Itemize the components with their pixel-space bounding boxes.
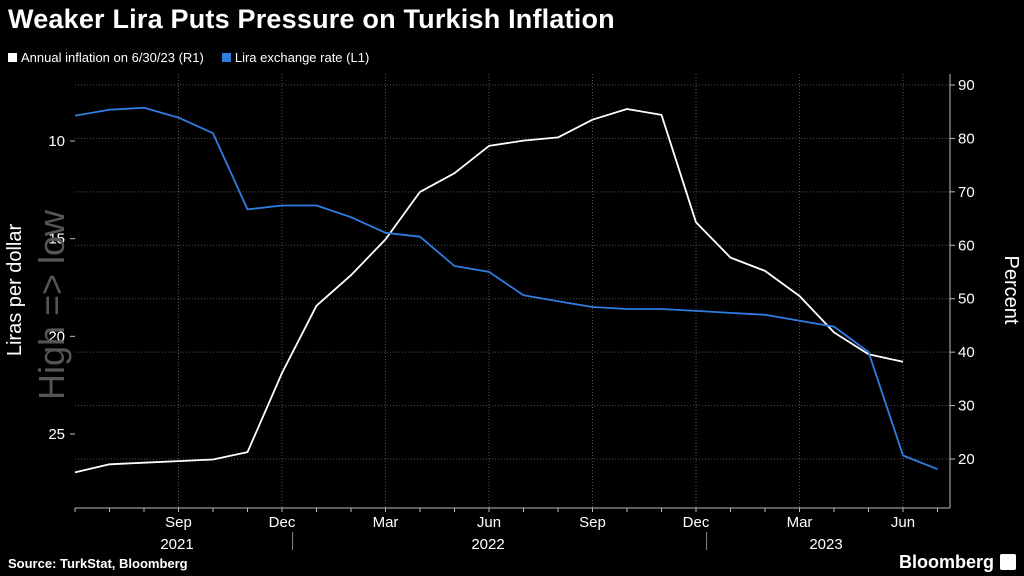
y-left-tick-label: 15 [48,231,65,248]
y-right-tick-label: 30 [958,398,975,415]
y-right-tick-label: 20 [958,451,975,468]
y-left-tick-label: 25 [48,426,65,443]
direction-annotation: High => low [31,209,72,400]
chart-title: Weaker Lira Puts Pressure on Turkish Inf… [8,4,615,34]
y-right-axis-title: Percent [1000,256,1022,325]
series-line-inflation [74,108,904,474]
x-tick-label: Sep [579,514,606,531]
legend-item-inflation: Annual inflation on 6/30/23 (R1) [8,50,204,65]
y-left-axis-title: Liras per dollar [4,224,26,357]
y-right-tick-label: 50 [958,291,975,308]
x-year-label: 2022 [471,536,504,553]
source-note: Source: TurkStat, Bloomberg [8,556,188,571]
y-right-tick-label: 40 [958,344,975,361]
y-left-tick-label: 10 [48,133,65,150]
x-tick-label: Jun [477,514,501,531]
x-tick-label: Jun [891,514,915,531]
y-right-tick-label: 60 [958,237,975,254]
y-left-tick-label: 20 [48,328,65,345]
legend-item-lira: Lira exchange rate (L1) [221,50,370,65]
legend-label-inflation: Annual inflation on 6/30/23 (R1) [21,50,204,65]
x-tick-label: Mar [373,514,399,531]
x-tick-label: Dec [683,514,710,531]
series-line-lira [74,106,938,471]
legend: Annual inflation on 6/30/23 (R1) Lira ex… [8,50,369,65]
x-tick-label: Dec [269,514,296,531]
legend-swatch-inflation [8,53,17,62]
brand-logo-icon [1000,554,1016,570]
x-year-label: 2021 [160,536,193,553]
x-tick-label: Mar [787,514,813,531]
legend-label-lira: Lira exchange rate (L1) [234,50,370,65]
brand-name: Bloomberg [898,552,994,572]
y-right-tick-label: 80 [958,130,975,147]
legend-swatch-lira [221,53,231,62]
x-tick-label: Sep [165,514,192,531]
y-right-tick-label: 70 [958,184,975,201]
y-right-tick-label: 90 [958,77,975,94]
x-year-label: 2023 [809,536,842,553]
